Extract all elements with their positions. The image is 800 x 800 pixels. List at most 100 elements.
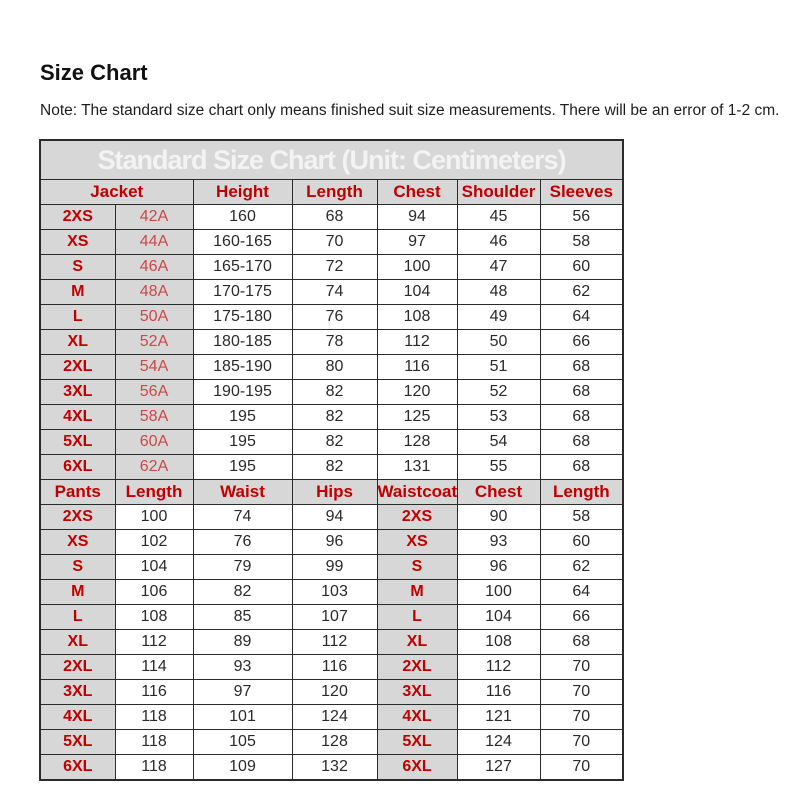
- measurement-cell: 175-180: [192, 304, 293, 330]
- measurement-cell: 102: [114, 529, 194, 555]
- jacket-size-cell: XL: [39, 329, 116, 355]
- pants-data-row: XL 112 89 112 XL 108 68: [39, 629, 624, 655]
- measurement-cell: 45: [456, 204, 541, 230]
- measurement-cell: 99: [291, 554, 378, 580]
- measurement-cell: 89: [192, 629, 293, 655]
- measurement-cell: 170-175: [192, 279, 293, 305]
- jacket-data-row: 4XL 58A 195 82 125 53 68: [39, 404, 624, 430]
- waistcoat-size-cell: 5XL: [376, 729, 458, 755]
- waistcoat-size-cell: 4XL: [376, 704, 458, 730]
- measurement-cell: 78: [291, 329, 378, 355]
- measurement-cell: 118: [114, 754, 194, 781]
- measurement-cell: 76: [291, 304, 378, 330]
- measurement-cell: 60: [539, 529, 624, 555]
- measurement-cell: 79: [192, 554, 293, 580]
- measurement-cell: 180-185: [192, 329, 293, 355]
- measurement-cell: 112: [114, 629, 194, 655]
- pants-data-row: 4XL 118 101 124 4XL 121 70: [39, 704, 624, 730]
- measurement-cell: 120: [376, 379, 458, 405]
- waistcoat-size-cell: XS: [376, 529, 458, 555]
- waistcoat-size-cell: 2XL: [376, 654, 458, 680]
- jacket-data-row: XL 52A 180-185 78 112 50 66: [39, 329, 624, 355]
- measurement-cell: 58: [539, 504, 624, 530]
- measurement-cell: 118: [114, 729, 194, 755]
- jacket-size-cell: 2XL: [39, 354, 116, 380]
- measurement-cell: 46: [456, 229, 541, 255]
- jacket-header-cell: Height: [192, 179, 293, 205]
- jacket-data-row: 3XL 56A 190-195 82 120 52 68: [39, 379, 624, 405]
- pants-data-row: L 108 85 107 L 104 66: [39, 604, 624, 630]
- pants-header-cell: Waistcoat: [376, 479, 458, 505]
- waistcoat-size-cell: 2XS: [376, 504, 458, 530]
- measurement-cell: 82: [192, 579, 293, 605]
- measurement-cell: 74: [291, 279, 378, 305]
- measurement-cell: 103: [291, 579, 378, 605]
- measurement-cell: 68: [539, 379, 624, 405]
- pants-header-cell: Waist: [192, 479, 293, 505]
- measurement-cell: 93: [456, 529, 541, 555]
- jacket-data-row: 6XL 62A 195 82 131 55 68: [39, 454, 624, 480]
- measurement-cell: 131: [376, 454, 458, 480]
- pants-size-cell: L: [39, 604, 116, 630]
- measurement-cell: 56: [539, 204, 624, 230]
- measurement-cell: 54: [456, 429, 541, 455]
- pants-data-row: 2XS 100 74 94 2XS 90 58: [39, 504, 624, 530]
- measurement-cell: 109: [192, 754, 293, 781]
- waistcoat-size-cell: L: [376, 604, 458, 630]
- pants-header-cell: Hips: [291, 479, 378, 505]
- measurement-cell: 74: [192, 504, 293, 530]
- measurement-cell: 97: [376, 229, 458, 255]
- jacket-data-row: S 46A 165-170 72 100 47 60: [39, 254, 624, 280]
- measurement-cell: 165-170: [192, 254, 293, 280]
- jacket-code-cell: 56A: [114, 379, 194, 405]
- measurement-cell: 76: [192, 529, 293, 555]
- waistcoat-size-cell: XL: [376, 629, 458, 655]
- jacket-data-row: XS 44A 160-165 70 97 46 58: [39, 229, 624, 255]
- jacket-header-row: Jacket Height Length Chest Shoulder Sleeves: [39, 179, 624, 205]
- measurement-cell: 121: [456, 704, 541, 730]
- measurement-cell: 49: [456, 304, 541, 330]
- measurement-cell: 116: [291, 654, 378, 680]
- measurement-cell: 70: [291, 229, 378, 255]
- measurement-cell: 62: [539, 279, 624, 305]
- size-table-body: Standard Size Chart (Unit: Centimeters) J…: [39, 139, 624, 781]
- measurement-cell: 120: [291, 679, 378, 705]
- waistcoat-size-cell: 6XL: [376, 754, 458, 781]
- measurement-cell: 116: [376, 354, 458, 380]
- jacket-size-cell: M: [39, 279, 116, 305]
- page-title: Size Chart: [40, 60, 148, 85]
- jacket-code-cell: 46A: [114, 254, 194, 280]
- jacket-code-cell: 58A: [114, 404, 194, 430]
- measurement-cell: 108: [114, 604, 194, 630]
- measurement-cell: 66: [539, 329, 624, 355]
- jacket-size-cell: 6XL: [39, 454, 116, 480]
- jacket-size-cell: 5XL: [39, 429, 116, 455]
- measurement-cell: 104: [376, 279, 458, 305]
- pants-data-row: XS 102 76 96 XS 93 60: [39, 529, 624, 555]
- measurement-cell: 64: [539, 304, 624, 330]
- measurement-cell: 70: [539, 654, 624, 680]
- pants-data-row: 3XL 116 97 120 3XL 116 70: [39, 679, 624, 705]
- measurement-cell: 132: [291, 754, 378, 781]
- measurement-cell: 160: [192, 204, 293, 230]
- size-chart-page: Size Chart Note: The standard size chart…: [39, 60, 779, 781]
- measurement-cell: 112: [291, 629, 378, 655]
- jacket-data-row: L 50A 175-180 76 108 49 64: [39, 304, 624, 330]
- measurement-cell: 185-190: [192, 354, 293, 380]
- measurement-cell: 97: [192, 679, 293, 705]
- table-title: Standard Size Chart (Unit: Centimeters): [39, 139, 624, 180]
- jacket-data-row: 2XL 54A 185-190 80 116 51 68: [39, 354, 624, 380]
- pants-size-cell: 4XL: [39, 704, 116, 730]
- measurement-cell: 124: [456, 729, 541, 755]
- measurement-cell: 70: [539, 754, 624, 781]
- measurement-cell: 190-195: [192, 379, 293, 405]
- pants-data-row: 6XL 118 109 132 6XL 127 70: [39, 754, 624, 781]
- pants-size-cell: 2XL: [39, 654, 116, 680]
- measurement-cell: 64: [539, 579, 624, 605]
- measurement-cell: 55: [456, 454, 541, 480]
- jacket-data-row: M 48A 170-175 74 104 48 62: [39, 279, 624, 305]
- waistcoat-size-cell: M: [376, 579, 458, 605]
- measurement-cell: 68: [539, 454, 624, 480]
- measurement-cell: 112: [376, 329, 458, 355]
- measurement-cell: 124: [291, 704, 378, 730]
